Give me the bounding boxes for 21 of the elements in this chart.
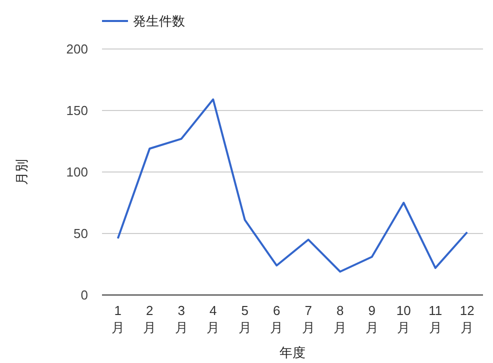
x-axis-title: 年度 [280,345,306,360]
line-series [116,98,468,273]
x-tick-label: 5月 [238,303,252,335]
y-tick-label: 150 [66,103,88,118]
x-tick-label: 8月 [334,303,347,335]
x-tick-label: 3月 [174,303,188,335]
y-tick-label: 200 [66,42,88,56]
x-tick-label: 4月 [206,303,220,335]
x-tick-label: 11月 [428,303,442,335]
x-tick-label: 7月 [302,303,315,335]
y-tick-label: 50 [74,226,88,241]
y-tick-label: 100 [66,164,88,180]
legend-label: 発生件数 [133,14,185,28]
x-tick-label: 12月 [460,303,474,335]
y-axis-title: 月別 [14,159,29,185]
y-tick-label: 0 [80,288,88,302]
x-tick-label: 1月 [111,303,124,335]
x-tick-label: 2月 [143,303,156,335]
x-tick-label: 9月 [365,303,378,335]
x-tick-label: 10月 [396,303,411,335]
x-tick-label: 6月 [270,303,284,335]
